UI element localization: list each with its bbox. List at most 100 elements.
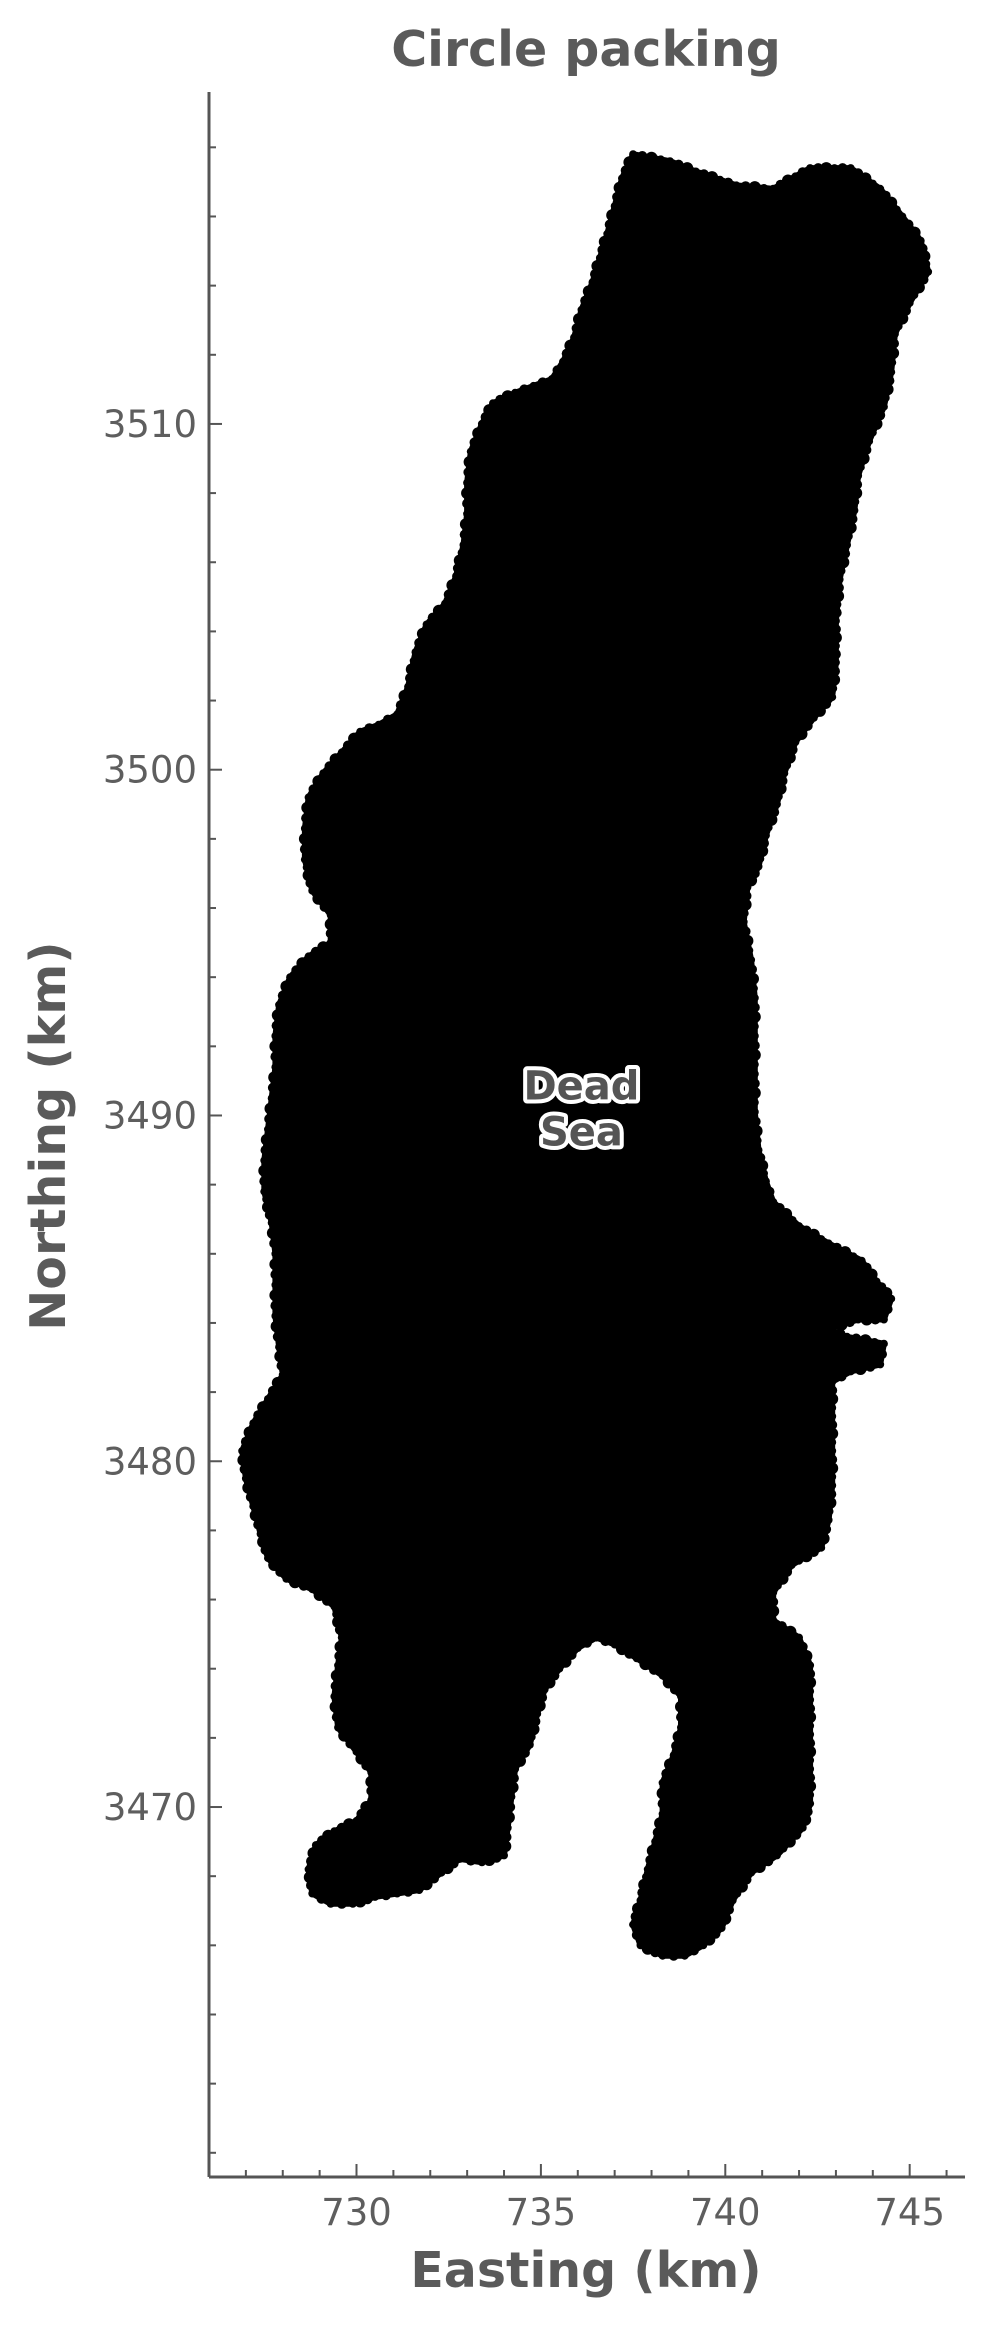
packed-circle [865,1268,878,1281]
packed-circle [264,1125,272,1134]
packed-circle [319,769,328,778]
packed-circle [844,521,857,534]
packed-circle [763,1856,774,1867]
packed-circle [747,972,759,985]
packed-circle [242,1481,255,1494]
packed-circle [675,1700,687,1713]
packed-circle [820,162,833,175]
packed-circle [366,1785,377,1796]
packed-circle [894,322,903,331]
packed-circle [308,784,319,795]
y-ticks: 3470 3480 3490 3500 3510 [103,146,222,2154]
packed-circle [332,1616,345,1628]
packed-circle [249,1419,258,1428]
packed-circle [271,1280,280,1289]
packed-circle [828,1377,837,1386]
packed-circle [270,1320,283,1333]
packed-circle [668,1950,679,1961]
packed-circle [271,1249,280,1258]
packed-circle [338,1729,351,1742]
packed-circle [271,1312,280,1320]
packed-circle [243,1426,256,1439]
packed-circle [302,863,311,872]
packed-circles-edge [237,150,933,1961]
packed-circle [835,1318,848,1331]
packed-circle [334,1651,345,1661]
packed-circle [688,1945,699,1956]
packed-circle [641,1942,654,1955]
packed-circle [753,1136,762,1145]
packed-circle [664,1758,676,1771]
packed-circle [409,656,418,665]
packed-circle [411,648,420,657]
packed-circle [312,775,325,788]
packed-circle [461,487,474,500]
packed-circle [324,918,337,931]
packed-circle [656,155,665,164]
packed-circle [666,157,674,166]
packed-circle [577,305,586,314]
packed-circle [672,1730,685,1743]
packed-circle [313,1589,326,1601]
packed-circle [677,1692,685,1701]
packed-circle [651,1837,660,1846]
packed-circle [459,541,468,549]
packed-circle [828,1403,837,1412]
packed-circle [769,1197,778,1206]
packed-circle [741,890,752,901]
packed-circle [564,339,577,352]
packed-circle [271,1020,282,1031]
packed-circle [754,1146,763,1155]
packed-circle [857,1256,866,1265]
packed-circle [405,663,418,676]
packed-circle [681,162,694,175]
packed-circle [795,1222,803,1231]
packed-circle [851,1333,862,1344]
packed-circle [828,1472,837,1481]
packed-circle [861,444,872,455]
packed-circle [282,1574,291,1583]
region-annotation: Dead [523,1064,639,1110]
packed-circle [658,1778,667,1787]
packed-circle [890,330,899,338]
x-tick-label: 730 [321,2191,392,2234]
packed-circle [828,1481,837,1490]
packed-circle [276,1360,287,1371]
packed-circle [262,1195,271,1204]
packed-circle [592,1633,601,1642]
packed-circle [404,682,413,691]
packed-circle [393,710,402,719]
packed-circle [330,1692,339,1701]
packed-circle [595,254,604,262]
packed-circle [756,854,765,863]
packed-circle [783,1835,796,1848]
packed-circle [260,1156,269,1165]
packed-circle [868,179,877,188]
packed-circle [837,566,846,575]
packed-circle [741,934,754,947]
packed-circle [645,151,658,164]
packed-circle [441,599,449,608]
packed-circle [505,1802,516,1812]
packed-circle [740,909,749,918]
y-axis-label: Northing (km) [20,941,77,1330]
packed-circle [463,478,472,487]
packed-circle [264,1113,275,1124]
packed-circle [749,1040,760,1051]
packed-circle [826,1427,839,1440]
packed-circle [851,497,860,506]
packed-circle [750,1098,759,1107]
packed-circle [797,167,808,178]
y-tick-label: 3480 [103,1440,197,1483]
packed-circle [462,498,473,509]
packed-circle [271,1063,280,1072]
packed-circle [809,713,818,722]
packed-circle [483,1854,496,1866]
packed-circle [750,1108,759,1116]
packed-circle [308,1889,317,1898]
packed-circle [365,1775,378,1788]
packed-circle [840,548,851,559]
y-tick-label: 3500 [103,749,197,792]
packed-circle [756,1159,769,1172]
